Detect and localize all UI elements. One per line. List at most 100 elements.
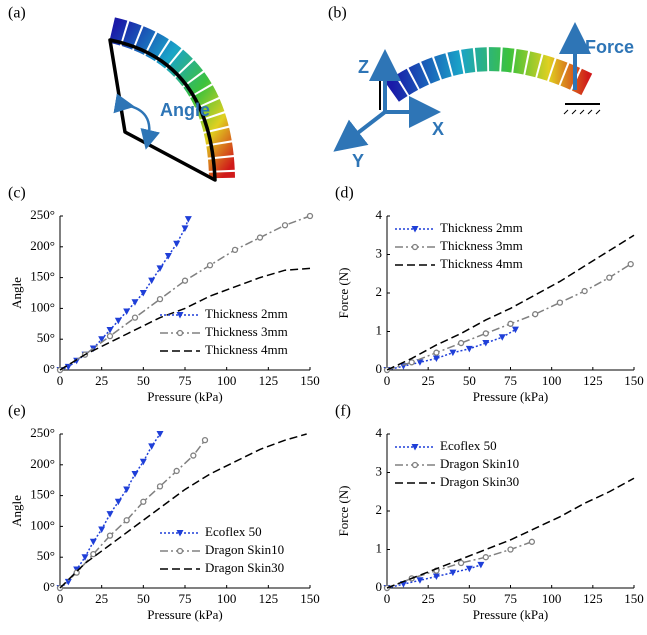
axis-z: Z bbox=[358, 57, 369, 77]
marker bbox=[148, 443, 156, 450]
marker bbox=[606, 274, 613, 281]
marker bbox=[98, 526, 106, 533]
legend-label: Thickness 3mm bbox=[440, 238, 523, 253]
chart: (e) 0 25 50 75 100 125 150 0° 50° 100° 150° 200° 250°… bbox=[8, 403, 320, 622]
marker bbox=[106, 532, 114, 539]
series-line bbox=[59, 433, 161, 589]
marker bbox=[131, 299, 139, 306]
marker bbox=[156, 431, 164, 438]
series-line bbox=[59, 433, 307, 589]
axis-y: Y bbox=[352, 151, 364, 171]
marker bbox=[89, 538, 97, 546]
series-line bbox=[59, 215, 311, 371]
legend-label: Dragon Skin30 bbox=[440, 474, 519, 489]
x-tick-label: 0 bbox=[57, 591, 64, 606]
marker bbox=[411, 444, 419, 451]
x-tick-label: 125 bbox=[583, 373, 603, 388]
marker bbox=[507, 546, 514, 553]
legend-label: Thickness 4mm bbox=[205, 342, 288, 357]
x-tick-label: 150 bbox=[300, 591, 320, 606]
marker bbox=[416, 359, 424, 366]
marker bbox=[131, 314, 139, 321]
legend-label: Thickness 4mm bbox=[440, 256, 523, 271]
marker bbox=[482, 330, 489, 337]
marker bbox=[114, 498, 122, 506]
y-axis-label: Angle bbox=[9, 495, 24, 527]
marker bbox=[206, 262, 214, 269]
marker bbox=[106, 332, 114, 340]
legend-label: Ecoflex 50 bbox=[205, 524, 262, 539]
marker bbox=[411, 226, 419, 233]
force-label: Force bbox=[585, 37, 634, 57]
x-tick-label: 150 bbox=[624, 591, 644, 606]
y-tick-label: 2 bbox=[376, 502, 383, 517]
marker bbox=[201, 437, 209, 444]
legend-label: Dragon Skin10 bbox=[205, 542, 284, 557]
marker bbox=[140, 498, 147, 505]
x-axis-label: Pressure (kPa) bbox=[473, 607, 548, 622]
marker bbox=[123, 517, 130, 524]
marker bbox=[131, 471, 139, 478]
marker bbox=[507, 320, 514, 327]
marker bbox=[156, 296, 164, 303]
x-tick-label: 75 bbox=[179, 591, 192, 606]
marker bbox=[581, 287, 588, 295]
chart: (f) 0 25 50 75 100 125 150 0 1 2 3 4 Pressure (kPa) Fo… bbox=[335, 403, 644, 622]
y-tick-label: 100° bbox=[30, 299, 55, 314]
y-tick-label: 250° bbox=[30, 425, 55, 440]
marker bbox=[482, 554, 489, 561]
y-tick-label: 0° bbox=[43, 579, 55, 594]
marker bbox=[465, 345, 473, 353]
y-tick-label: 3 bbox=[376, 463, 383, 478]
marker bbox=[90, 550, 97, 558]
marker bbox=[98, 336, 106, 343]
marker bbox=[416, 577, 424, 584]
marker bbox=[176, 547, 184, 555]
marker bbox=[528, 538, 536, 545]
marker bbox=[306, 212, 314, 220]
marker bbox=[139, 290, 147, 297]
y-tick-label: 4 bbox=[376, 207, 383, 222]
marker bbox=[482, 340, 490, 347]
angle-annotation: Angle bbox=[160, 100, 210, 120]
marker bbox=[556, 299, 564, 306]
x-tick-label: 100 bbox=[542, 373, 562, 388]
marker bbox=[106, 511, 114, 518]
y-tick-label: 0 bbox=[376, 361, 383, 376]
y-tick-label: 0 bbox=[376, 579, 383, 594]
x-tick-label: 100 bbox=[217, 373, 237, 388]
legend-label: Dragon Skin10 bbox=[440, 456, 519, 471]
y-axis-label: Force (N) bbox=[336, 268, 351, 319]
marker bbox=[432, 573, 440, 580]
marker bbox=[148, 277, 156, 285]
y-tick-label: 100° bbox=[30, 517, 55, 532]
marker bbox=[433, 349, 440, 356]
marker bbox=[181, 277, 189, 284]
x-axis-label: Pressure (kPa) bbox=[147, 607, 222, 622]
illustration-b: (b) Z X Y Force bbox=[328, 5, 634, 171]
y-tick-label: 150° bbox=[30, 487, 55, 502]
x-tick-label: 50 bbox=[463, 373, 476, 388]
marker bbox=[114, 317, 122, 325]
x-tick-label: 75 bbox=[179, 373, 192, 388]
y-tick-label: 2 bbox=[376, 284, 383, 299]
marker bbox=[164, 253, 172, 260]
marker bbox=[449, 349, 457, 357]
legend-label: Thickness 3mm bbox=[205, 324, 288, 339]
panel-label: (b) bbox=[328, 5, 347, 22]
x-axis-label: Pressure (kPa) bbox=[147, 389, 222, 404]
legend-label: Dragon Skin30 bbox=[205, 560, 284, 575]
marker bbox=[411, 461, 419, 469]
y-tick-label: 200° bbox=[30, 238, 55, 253]
series-line bbox=[386, 477, 635, 589]
y-tick-label: 3 bbox=[376, 245, 383, 260]
marker bbox=[457, 339, 465, 347]
marker bbox=[176, 530, 184, 537]
y-tick-label: 50° bbox=[37, 330, 55, 345]
marker bbox=[432, 355, 440, 362]
y-tick-label: 250° bbox=[30, 207, 55, 222]
marker bbox=[173, 467, 180, 475]
marker bbox=[465, 565, 473, 573]
axis-x: X bbox=[432, 119, 444, 139]
legend-label: Thickness 2mm bbox=[205, 306, 288, 321]
